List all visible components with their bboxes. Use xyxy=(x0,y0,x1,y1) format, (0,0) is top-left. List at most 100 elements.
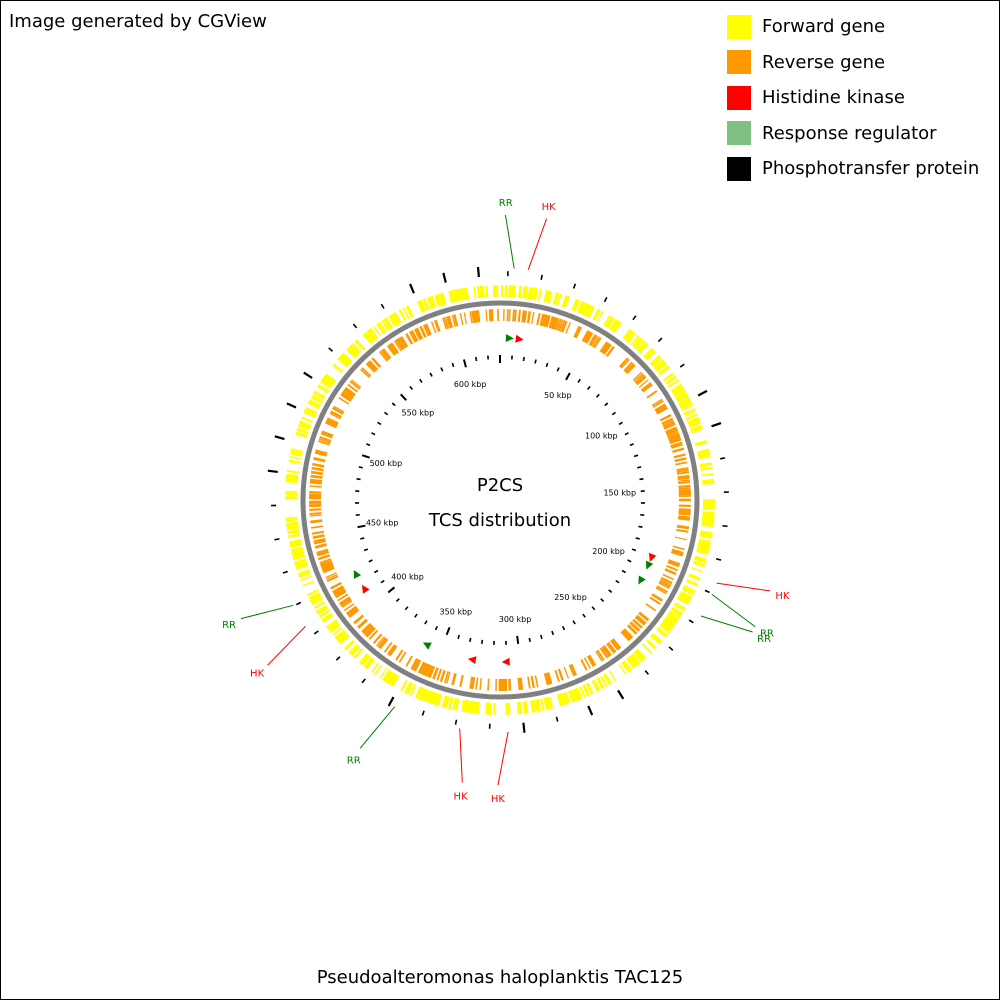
forward-gene-mark xyxy=(286,523,299,529)
forward-gene-mark xyxy=(547,696,554,710)
forward-gene-mark xyxy=(698,539,711,546)
forward-gene-mark xyxy=(365,658,375,670)
forward-gene-mark xyxy=(618,663,627,675)
forward-gene-mark xyxy=(416,687,425,700)
forward-gene-mark xyxy=(315,604,328,613)
ruler-label: 150 kbp xyxy=(603,488,636,497)
reverse-gene-mark xyxy=(445,316,451,329)
reverse-gene-mark xyxy=(430,321,437,334)
reverse-gene-mark xyxy=(360,368,371,379)
reverse-gene-mark xyxy=(337,593,349,602)
forward-gene-mark xyxy=(522,286,526,299)
legend-swatch-forward-gene xyxy=(727,14,751,39)
forward-gene-mark xyxy=(651,633,663,644)
forward-gene-mark xyxy=(348,643,360,655)
reverse-gene-mark xyxy=(599,647,609,659)
forward-gene-mark xyxy=(296,427,309,435)
hk-leader-line xyxy=(716,582,771,592)
forward-gene-mark xyxy=(337,633,348,643)
forward-gene-mark xyxy=(313,390,326,399)
phosphotransfer-mark xyxy=(697,389,708,397)
forward-gene-mark xyxy=(311,394,324,402)
hk-arrow xyxy=(501,657,510,666)
ruler-label: 350 kbp xyxy=(440,608,473,617)
reverse-gene-mark xyxy=(677,477,690,481)
reverse-gene-mark xyxy=(517,309,521,323)
rr-label: RR xyxy=(222,620,236,631)
forward-gene-mark xyxy=(287,533,301,539)
reverse-gene-mark xyxy=(471,310,475,324)
reverse-gene-mark xyxy=(620,631,630,642)
ruler-tick xyxy=(572,620,576,625)
forward-gene-mark xyxy=(450,290,457,303)
forward-gene-mark xyxy=(363,657,374,669)
reverse-gene-mark xyxy=(436,668,443,681)
reverse-gene-mark xyxy=(318,438,331,444)
forward-gene-mark xyxy=(670,608,682,617)
phosphotransfer-mark xyxy=(668,646,674,651)
forward-gene-mark xyxy=(666,613,679,623)
forward-gene-mark xyxy=(464,287,470,300)
forward-gene-mark xyxy=(428,691,435,704)
reverse-gene-mark xyxy=(581,330,590,342)
forward-gene-mark xyxy=(692,560,706,568)
phosphotransfer-mark xyxy=(267,469,278,474)
phosphotransfer-mark xyxy=(295,601,302,606)
forward-gene-mark xyxy=(477,701,480,714)
forward-gene-mark xyxy=(656,627,668,638)
forward-gene-mark xyxy=(658,365,670,376)
reverse-gene-mark xyxy=(677,517,691,521)
reverse-gene-mark xyxy=(678,484,691,488)
reverse-gene-mark xyxy=(439,669,446,683)
forward-gene-mark xyxy=(585,682,594,695)
forward-gene-mark xyxy=(434,294,441,307)
reverse-gene-mark xyxy=(541,314,547,327)
ruler-tick xyxy=(577,378,581,384)
ruler-tick xyxy=(380,579,385,584)
reverse-gene-mark xyxy=(319,558,332,564)
reverse-gene-mark xyxy=(554,669,560,682)
ruler-tick xyxy=(556,367,560,372)
ruler-tick xyxy=(434,625,439,631)
reverse-gene-mark xyxy=(565,322,571,334)
forward-gene-mark xyxy=(625,331,635,342)
reverse-gene-mark xyxy=(395,339,404,351)
forward-gene-mark xyxy=(321,612,333,622)
forward-gene-mark xyxy=(622,328,632,340)
reverse-gene-mark xyxy=(339,596,351,606)
ruler-tick xyxy=(586,385,591,390)
ruler-tick xyxy=(629,443,634,447)
reverse-gene-mark xyxy=(314,451,327,457)
reverse-gene-mark xyxy=(326,417,339,426)
reverse-gene-mark xyxy=(663,421,675,429)
forward-gene-mark xyxy=(656,362,667,373)
phosphotransfer-mark xyxy=(286,402,297,409)
reverse-gene-mark xyxy=(380,349,390,361)
ruler-tick xyxy=(631,548,637,552)
forward-gene-mark xyxy=(632,337,643,349)
forward-gene-mark xyxy=(518,701,523,715)
forward-gene-mark xyxy=(310,595,323,605)
forward-gene-mark xyxy=(683,408,696,415)
reverse-gene-mark xyxy=(388,645,398,657)
reverse-gene-mark xyxy=(433,319,441,333)
phosphotransfer-mark xyxy=(587,705,594,716)
phosphotransfer-mark xyxy=(704,589,710,594)
rr-leader-line xyxy=(359,706,396,749)
forward-gene-mark xyxy=(688,573,701,581)
forward-gene-mark xyxy=(623,329,634,341)
forward-gene-mark xyxy=(476,285,481,299)
reverse-gene-mark xyxy=(329,412,341,420)
forward-gene-mark xyxy=(571,298,578,311)
phosphotransfer-mark xyxy=(387,696,395,707)
forward-gene-mark xyxy=(530,700,535,713)
forward-gene-mark xyxy=(295,562,308,568)
forward-gene-mark xyxy=(564,296,570,308)
reverse-gene-mark xyxy=(666,430,679,437)
forward-gene-mark xyxy=(592,308,601,321)
forward-gene-mark xyxy=(456,288,462,302)
reverse-gene-mark xyxy=(325,419,338,427)
reverse-gene-mark xyxy=(668,436,681,442)
reverse-gene-mark xyxy=(446,671,451,684)
reverse-gene-mark xyxy=(645,602,657,612)
